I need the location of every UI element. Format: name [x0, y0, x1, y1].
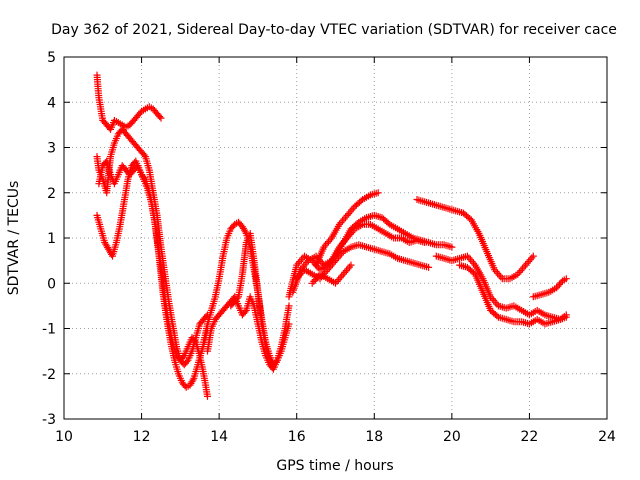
y-tick-label: 1 [47, 231, 56, 247]
data-point [468, 258, 476, 265]
data-point [562, 313, 570, 321]
data-point [323, 239, 331, 247]
data-point [341, 268, 349, 276]
y-tick-label: -3 [42, 412, 56, 428]
y-tick-label: 3 [47, 141, 56, 157]
y-tick-label: 0 [47, 276, 56, 292]
axis-ticks [63, 56, 608, 420]
data-point [157, 114, 165, 122]
data-point [338, 272, 346, 280]
series-track-11 [312, 189, 382, 269]
y-tick-label: 4 [47, 95, 56, 111]
data-point [562, 275, 570, 283]
data-point [526, 256, 534, 264]
data-point [336, 274, 344, 282]
data-point [518, 265, 526, 273]
chart-title: Day 362 of 2021, Sidereal Day-to-day VTE… [51, 22, 617, 38]
data-point [343, 211, 351, 219]
data-point [340, 215, 348, 223]
y-axis-label: SDTVAR / TECUs [6, 181, 22, 296]
data-point [342, 213, 350, 221]
data-point [374, 189, 382, 197]
series-track-7 [227, 230, 277, 371]
data-point [140, 151, 148, 159]
data-point [517, 267, 525, 275]
data-point [347, 261, 355, 269]
series-track-13 [413, 196, 537, 283]
x-axis-label: GPS time / hours [276, 458, 393, 474]
series-layer [93, 71, 570, 400]
series-track-4 [95, 157, 211, 400]
data-point [497, 273, 505, 281]
y-tick-label: 5 [47, 50, 56, 66]
x-tick-label: 16 [288, 429, 306, 445]
data-point [140, 174, 148, 182]
data-point [465, 254, 473, 262]
data-point [495, 271, 503, 279]
data-point [425, 263, 433, 271]
data-point [421, 239, 429, 246]
data-point [241, 308, 249, 316]
grid [64, 57, 607, 419]
series-track-10 [293, 241, 433, 283]
y-tick-label: -2 [42, 367, 56, 383]
data-point [349, 204, 357, 212]
data-point [241, 228, 249, 236]
data-point [494, 269, 502, 277]
series-track-9 [289, 220, 429, 296]
data-point [191, 337, 199, 345]
data-point [339, 270, 347, 278]
data-point [183, 358, 191, 366]
data-point [189, 376, 197, 384]
data-point [204, 392, 211, 400]
x-tick-label: 22 [521, 429, 539, 445]
series-track-6 [204, 293, 293, 373]
data-point [525, 258, 533, 265]
y-tick-label: -1 [42, 322, 56, 338]
x-tick-label: 24 [598, 429, 616, 445]
series-track-1 [93, 71, 165, 133]
data-point [448, 243, 456, 251]
series-track-2 [93, 125, 211, 369]
series-track-14 [432, 252, 570, 323]
data-point [345, 210, 353, 218]
data-point [325, 238, 332, 246]
data-point [179, 353, 187, 361]
data-point [529, 252, 537, 260]
data-point [342, 267, 350, 275]
data-point [156, 113, 164, 121]
data-point [528, 254, 536, 262]
series-track-16 [529, 275, 570, 301]
series-track-12 [308, 261, 355, 287]
x-tick-label: 18 [365, 429, 383, 445]
data-point [344, 265, 352, 273]
series-track-15 [456, 261, 570, 328]
x-tick-label: 10 [55, 429, 73, 445]
data-point [233, 294, 241, 302]
y-tick-label: 2 [47, 186, 56, 202]
data-point [285, 302, 293, 310]
data-point [269, 363, 277, 371]
data-point [339, 217, 346, 225]
x-tick-label: 20 [443, 429, 461, 445]
x-tick-label: 14 [210, 429, 228, 445]
data-point [269, 361, 276, 369]
x-tick-label: 12 [133, 429, 151, 445]
